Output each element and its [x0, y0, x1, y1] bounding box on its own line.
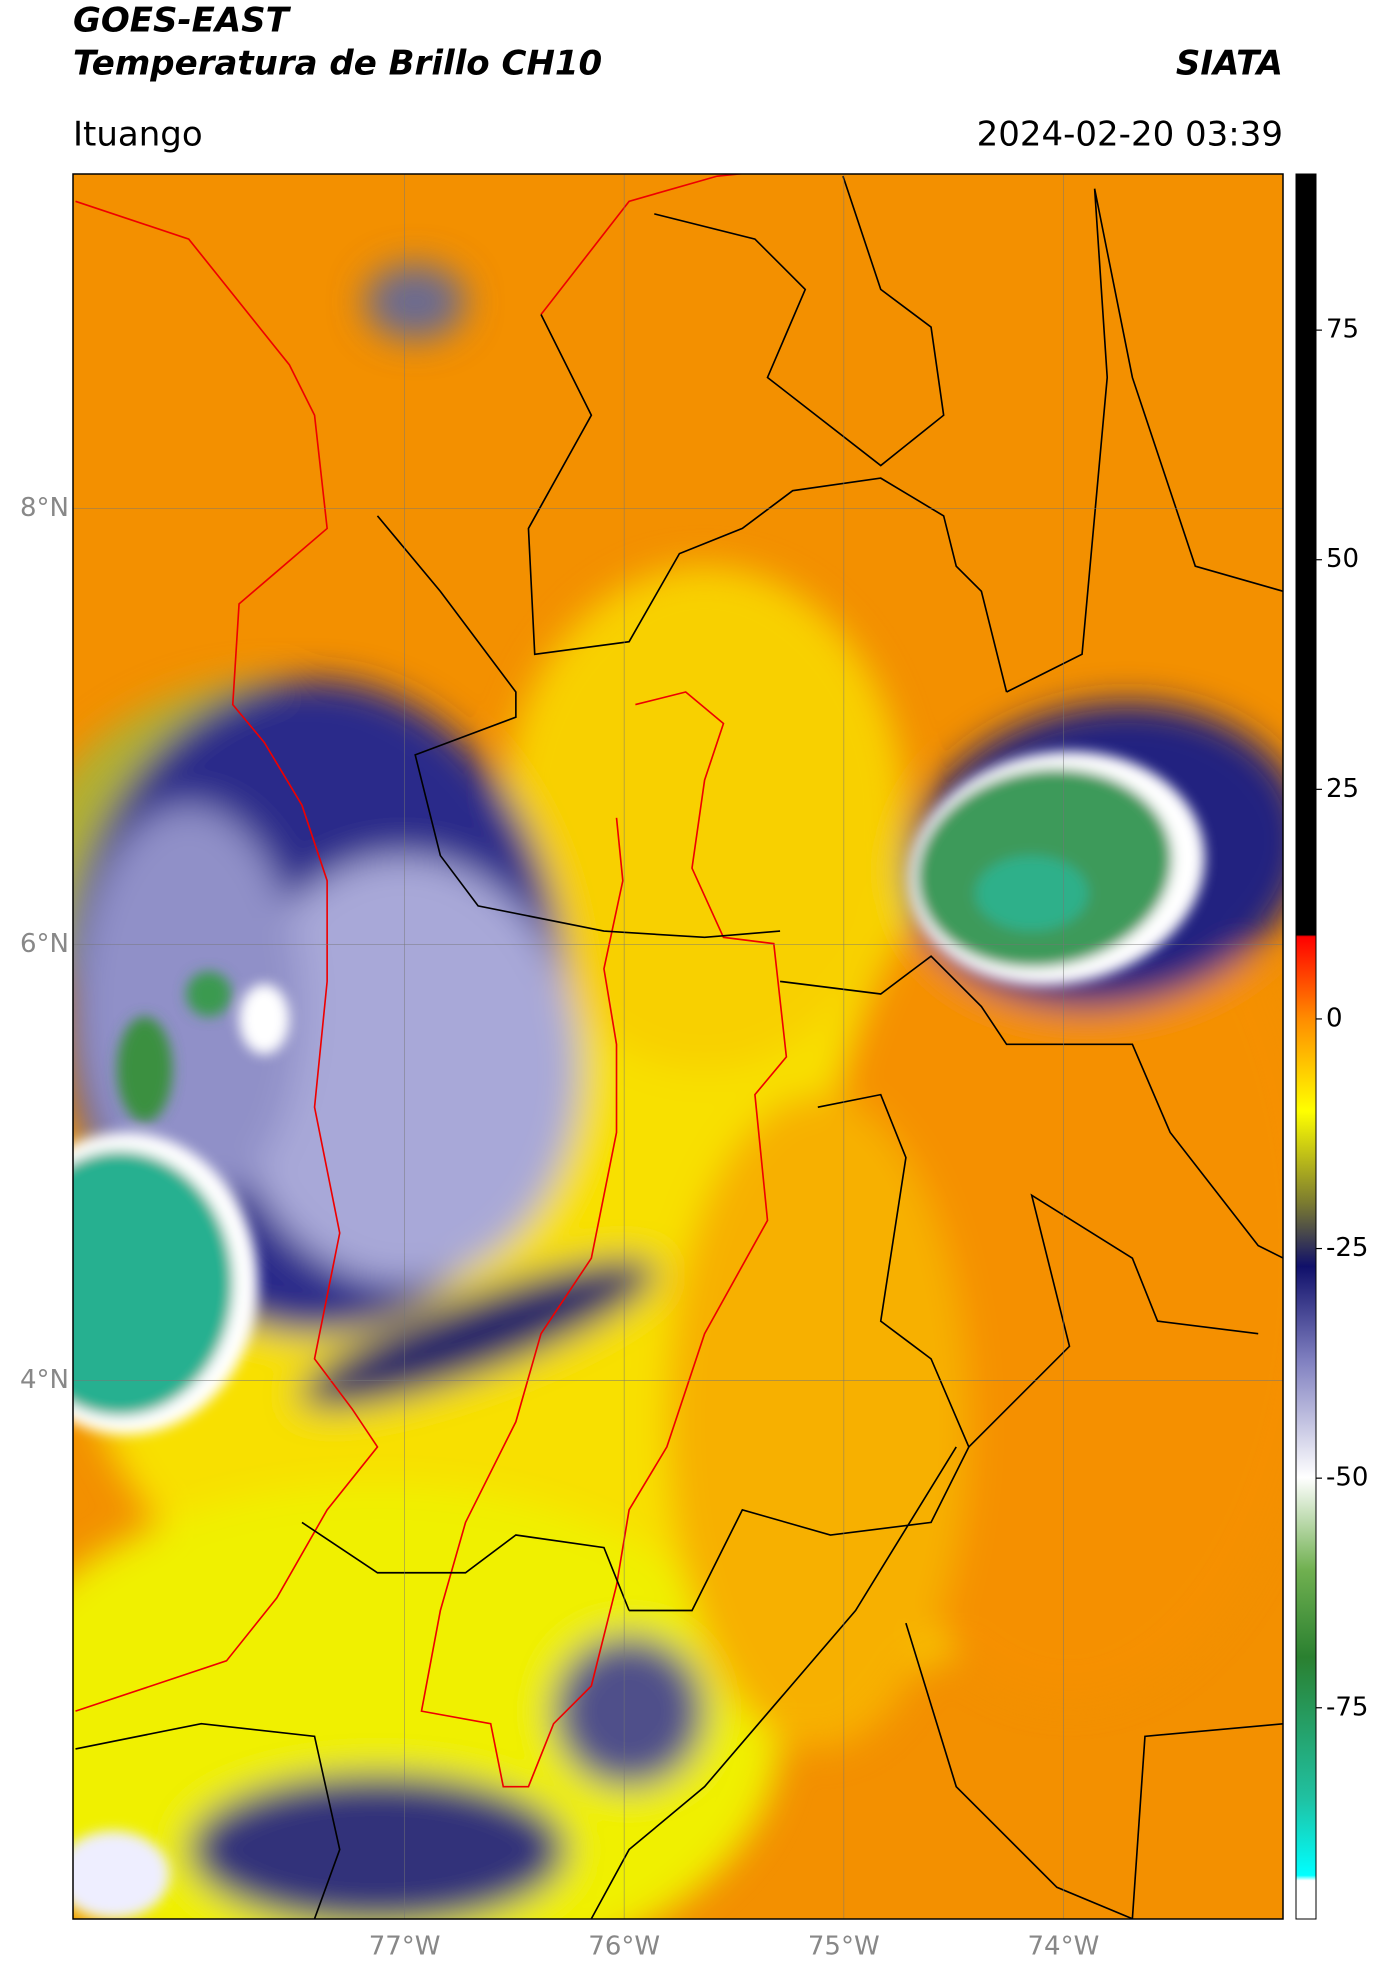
lat-label: 4°N [20, 1365, 69, 1395]
colorbar-label: -25 [1326, 1233, 1368, 1263]
lon-label: 74°W [1028, 1932, 1100, 1962]
lon-label: 77°W [369, 1932, 441, 1962]
lat-label: 8°N [20, 493, 69, 523]
colorbar-label: 75 [1326, 315, 1359, 345]
ticks: 8°N 6°N 4°N 77°W 76°W 75°W 74°W 75 50 25 0 -25 -50 -7… [20, 315, 1368, 1962]
satellite-image [73, 174, 1283, 1919]
colorbar [1295, 173, 1317, 1920]
lon-label: 75°W [808, 1932, 880, 1962]
colorbar-label: -50 [1326, 1463, 1368, 1493]
colorbar-label: 0 [1326, 1003, 1343, 1033]
lon-label: 76°W [588, 1932, 660, 1962]
date: 2024-02-20 03:39 [977, 115, 1283, 155]
colorbar-label: 50 [1326, 544, 1359, 574]
lat-label: 6°N [20, 929, 69, 959]
brand: SIATA [1176, 44, 1283, 84]
map-frame [72, 173, 1284, 1920]
place: Ituango [73, 115, 203, 155]
subtitle: Temperatura de Brillo CH10 [73, 44, 602, 84]
colorbar-label: -75 [1326, 1692, 1368, 1722]
colorbar-label: 25 [1326, 774, 1359, 804]
graticule [73, 174, 1283, 1919]
title: GOES-EAST [73, 1, 292, 41]
